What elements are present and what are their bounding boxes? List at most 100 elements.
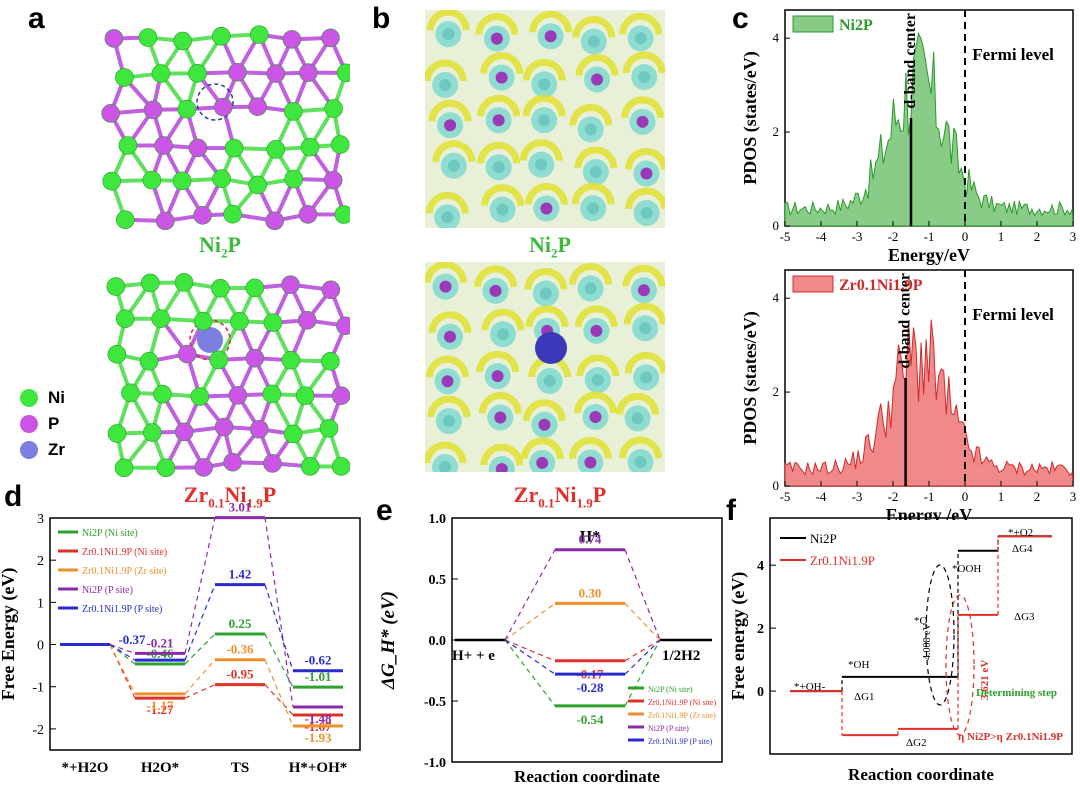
svg-text:Ni2P: Ni2P xyxy=(839,17,873,34)
panel-label-c: c xyxy=(732,2,749,35)
d-ytick: 2 xyxy=(37,554,44,569)
chart-f-oer-free-energy: 0 2 4 Free energy (eV) Reaction coordinate Ni… xyxy=(730,517,1073,784)
svg-text:-2: -2 xyxy=(888,489,899,504)
e-connector xyxy=(504,639,556,675)
svg-text:0: 0 xyxy=(962,489,969,504)
p-atom-icon xyxy=(20,415,38,433)
e-data-label: -0.28 xyxy=(576,680,604,695)
d-data-label: -1.17 xyxy=(146,698,174,713)
d-ytick: 1 xyxy=(37,596,44,611)
e-connector xyxy=(624,549,661,641)
e-ylabel: ΔG_H* (eV) xyxy=(378,591,399,690)
panel-label-f: f xyxy=(726,494,736,527)
f-step-label: *+O2 xyxy=(1008,527,1033,539)
d-category: H*+OH* xyxy=(289,760,348,776)
f-gap-black: 4.008 eV xyxy=(922,623,933,660)
legend-ni: Ni xyxy=(48,388,65,407)
d-data-label: -0.21 xyxy=(146,635,173,650)
e-connector xyxy=(624,639,661,675)
f-ylabel: Free energy (eV) xyxy=(730,572,749,701)
f-step-label: *OH xyxy=(848,659,869,671)
svg-text:Zr0.1Ni1.9P: Zr0.1Ni1.9P xyxy=(839,277,923,294)
svg-text:PDOS (states/eV): PDOS (states/eV) xyxy=(740,311,761,444)
e-connector xyxy=(624,639,661,707)
d-data-label: 0.25 xyxy=(229,616,252,631)
d-connector xyxy=(184,584,216,661)
e-connector xyxy=(504,549,556,641)
d-connector xyxy=(184,659,216,695)
d-connector xyxy=(264,659,294,727)
svg-text:d-band center: d-band center xyxy=(897,273,914,369)
f-xlabel: Reaction coordinate xyxy=(848,765,994,784)
d-data-label: 1.42 xyxy=(229,567,252,582)
svg-text:3: 3 xyxy=(1070,229,1077,244)
svg-text:0: 0 xyxy=(773,478,780,493)
d-data-label: -1.48 xyxy=(304,711,332,726)
f-ytick: 4 xyxy=(757,559,764,574)
d-ylabel: Free Energy (eV) xyxy=(0,568,19,701)
ni2p-caption-a: Ni2P xyxy=(199,232,241,261)
svg-text:-2: -2 xyxy=(888,229,899,244)
e-connector xyxy=(504,602,556,641)
f-dg1: ΔG1 xyxy=(854,691,875,703)
e-connector xyxy=(624,639,661,662)
ni-atom-icon xyxy=(20,389,38,407)
d-legend-label: Zr0.1Ni1.9P (P site) xyxy=(82,604,162,615)
svg-text:-5: -5 xyxy=(780,229,791,244)
e-category: H+ + e xyxy=(452,648,495,664)
e-legend-label: Ni2P (Ni site) xyxy=(648,685,693,694)
chart-e-hydrogen-adsorption: -1.0 -0.5 0.0 0.5 1.0 ΔG_H* (eV) Reaction coor… xyxy=(378,512,723,786)
panel-label-a: a xyxy=(28,2,45,35)
svg-text:1: 1 xyxy=(998,489,1005,504)
f-step-label: *OOH xyxy=(952,563,981,575)
d-connector xyxy=(184,517,216,654)
svg-text:Energy /eV: Energy /eV xyxy=(886,505,972,520)
d-ytick: -2 xyxy=(32,723,44,738)
panel-label-b: b xyxy=(372,2,391,35)
svg-text:-3: -3 xyxy=(852,489,863,504)
zr-ni2p-caption-b: Zr0.1Ni1.9P xyxy=(513,482,607,511)
d-category: TS xyxy=(231,760,249,776)
f-ellipse xyxy=(925,564,955,706)
svg-text:-5: -5 xyxy=(780,489,791,504)
d-data-label: -0.37 xyxy=(118,632,146,647)
f-ellipse xyxy=(945,594,975,736)
ni2p-caption-b: Ni2P xyxy=(529,232,571,261)
d-connector xyxy=(184,684,216,699)
ni2p-charge-density-image xyxy=(425,10,665,228)
f-legend-label: Zr0.1Ni1.9P xyxy=(810,553,875,568)
panel-label-e: e xyxy=(376,494,393,527)
f-determining: Determining step xyxy=(976,687,1057,699)
svg-text:1: 1 xyxy=(998,229,1005,244)
svg-text:2: 2 xyxy=(1034,489,1041,504)
e-ytick: 0.0 xyxy=(429,634,447,649)
zr-atom-icon xyxy=(20,441,38,459)
zr-ni2p-charge-density-image xyxy=(425,262,665,472)
svg-text:4: 4 xyxy=(773,290,780,305)
d-connector xyxy=(109,644,136,661)
svg-text:2: 2 xyxy=(773,124,780,139)
e-connector xyxy=(504,639,556,662)
d-category: H2O* xyxy=(141,760,179,776)
f-dg3: ΔG3 xyxy=(1014,611,1035,623)
d-data-label: -1.93 xyxy=(304,730,332,745)
f-dg2: ΔG2 xyxy=(906,737,927,749)
f-legend-label: Ni2P xyxy=(810,531,837,546)
d-connector xyxy=(109,643,136,654)
zr-ni2p-caption-a: Zr0.1Ni1.9P xyxy=(183,482,277,511)
d-connector xyxy=(109,644,136,695)
f-step-label: *+OH- xyxy=(794,681,826,693)
e-ytick: -1.0 xyxy=(424,756,446,771)
legend-zr: Zr xyxy=(48,440,65,459)
d-connector xyxy=(184,633,216,665)
svg-text:Fermi level: Fermi level xyxy=(972,45,1054,64)
svg-text:0: 0 xyxy=(773,218,780,233)
d-data-label: -0.62 xyxy=(304,653,331,668)
d-connector xyxy=(264,684,294,716)
ni2p-structure-image xyxy=(90,20,350,230)
e-data-label: 0.74 xyxy=(579,532,602,547)
panel-label-d: d xyxy=(4,480,23,513)
d-ytick: 0 xyxy=(37,639,44,654)
e-legend-label: Zr0.1Ni1.9P (Ni site) xyxy=(648,698,716,707)
svg-text:Fermi level: Fermi level xyxy=(972,305,1054,324)
